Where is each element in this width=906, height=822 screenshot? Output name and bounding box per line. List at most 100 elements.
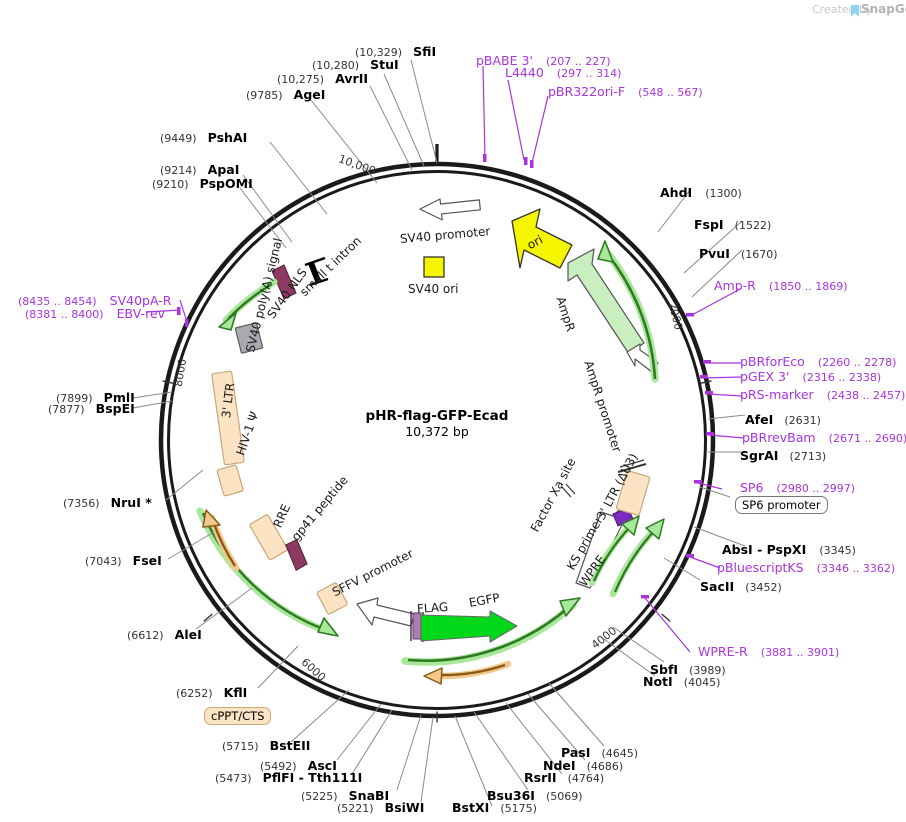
primer-name: pBRrevBam — [742, 430, 816, 445]
enzyme-label-bsiwi: (5221) BsiWI — [337, 799, 424, 815]
feature-bottom-green-arc — [401, 597, 581, 666]
enzyme-pos: (10,329) — [355, 46, 403, 59]
enzyme-pos: (10,275) — [277, 73, 325, 86]
primer-range: (207 .. 227) — [546, 55, 611, 68]
primer-name: L4440 — [505, 65, 544, 80]
enzyme-name: AvrII — [335, 71, 369, 86]
primer-name: Amp-R — [714, 278, 756, 293]
primer-range: (2980 .. 2997) — [776, 482, 856, 495]
primer-name: pRS-marker — [740, 387, 814, 402]
feature-ampr-gene-arc — [597, 240, 659, 383]
enzyme-name: RsrII — [524, 770, 557, 785]
primer-range: (2316 .. 2338) — [802, 371, 882, 384]
enzyme-name: SfiI — [413, 44, 437, 59]
enzyme-name: AgeI — [293, 87, 326, 102]
plasmid-title: pHR-flag-GFP-Ecad — [365, 408, 509, 424]
primer-range: (8435 .. 8454) — [18, 295, 97, 308]
feature-label-flag: FLAG — [416, 599, 449, 616]
enzyme-pos: (6252) — [176, 687, 213, 700]
enzyme-pos: (4645) — [601, 747, 639, 760]
feature-label-sp6-promoter: SP6 promoter — [735, 496, 828, 514]
primer-label-prs-marker: pRS-marker (2438 .. 2457) — [740, 386, 905, 402]
enzyme-label-bsu36i: Bsu36I (5069) — [487, 787, 583, 803]
scale-ticks — [162, 380, 712, 723]
enzyme-leader-lines — [132, 59, 746, 807]
enzyme-pos: (3989) — [689, 664, 726, 677]
enzyme-pos: (1300) — [705, 187, 742, 200]
enzyme-name: PshAI — [207, 130, 248, 145]
feature-small-t-intron-marker — [304, 256, 329, 287]
enzyme-label-sbfi: SbfI (3989) — [650, 661, 726, 677]
enzyme-pos: (10,280) — [312, 59, 360, 72]
enzyme-name: SacII — [700, 579, 735, 594]
enzyme-name: AbsI - PspXI — [722, 542, 807, 557]
enzyme-pos: (4764) — [567, 772, 605, 785]
enzyme-label-bspei: (7877) BspEI — [48, 400, 135, 416]
primer-range: (2438 .. 2457) — [826, 389, 906, 402]
feature-orange-arc-left — [202, 509, 240, 572]
enzyme-label-nrui: (7356) NruI * — [63, 494, 152, 510]
enzyme-label-apai: (9214) ApaI — [160, 161, 239, 177]
enzyme-pos: (5225) — [301, 790, 338, 803]
enzyme-label-afei: AfeI (2631) — [745, 411, 821, 427]
enzyme-name: ApaI — [207, 162, 240, 177]
sp6-promoter-leader — [699, 486, 731, 498]
feature-sv40-ori-box — [423, 256, 445, 278]
enzyme-pos: (4686) — [586, 760, 624, 773]
feature-label-sv40-ori: SV40 ori — [408, 282, 459, 296]
enzyme-label-bstxi: BstXI (5175) — [452, 799, 537, 815]
enzyme-name: FseI — [132, 553, 162, 568]
feature-ori-arrow — [511, 208, 573, 269]
enzyme-name: PmlI — [103, 390, 135, 405]
enzyme-name: AhdI — [660, 185, 693, 200]
enzyme-pos: (7899) — [56, 392, 93, 405]
primer-name: pGEX 3' — [740, 369, 790, 384]
enzyme-pos: (3345) — [819, 544, 856, 557]
enzyme-label-stui: (10,280) StuI — [312, 56, 399, 72]
enzyme-pos: (7043) — [85, 555, 122, 568]
enzyme-label-sfii: (10,329) SfiI — [355, 43, 436, 59]
enzyme-name: PasI — [561, 745, 591, 760]
enzyme-label-fspi: FspI (1522) — [694, 216, 771, 232]
primer-range: (297 .. 314) — [556, 67, 622, 80]
enzyme-label-kfli: (6252) KflI — [176, 684, 247, 700]
enzyme-name: StuI — [370, 57, 399, 72]
enzyme-name: SgrAI — [740, 448, 779, 463]
primer-label-pbr322ori-f: pBR322ori-F (548 .. 567) — [548, 83, 703, 99]
feature-sv40-promoter-arrow — [419, 198, 481, 221]
primer-name: WPRE-R — [698, 644, 748, 659]
enzyme-label-noti: NotI (4045) — [643, 673, 720, 689]
enzyme-name: KflI — [223, 685, 248, 700]
enzyme-name: AfeI — [745, 412, 774, 427]
enzyme-label-bsteii: (5715) BstEII — [222, 737, 310, 753]
primer-range: (2671 .. 2690) — [828, 432, 906, 445]
enzyme-pos: (4045) — [683, 676, 721, 689]
primer-label-ebv-rev: (8381 .. 8400) EBV-rev — [25, 305, 165, 321]
primer-label-amp-r: Amp-R (1850 .. 1869) — [714, 277, 848, 293]
primer-label-pbluescriptks: pBluescriptKS (3346 .. 3362) — [717, 559, 895, 575]
enzyme-pos: (9210) — [152, 178, 189, 191]
enzyme-pos: (6612) — [127, 629, 164, 642]
primer-range: (3881 .. 3901) — [760, 646, 840, 659]
enzyme-label-sgrai: SgrAI (2713) — [740, 447, 826, 463]
feature-hiv1-psi-box — [216, 464, 244, 497]
primer-range: (8381 .. 8400) — [25, 308, 104, 321]
enzyme-label-fsei: (7043) FseI — [85, 552, 162, 568]
enzyme-pos: (1522) — [734, 219, 772, 232]
enzyme-name: PflFI - Tth111I — [262, 770, 363, 785]
enzyme-pos: (5492) — [260, 760, 297, 773]
feature-3ltr-du3-box — [615, 459, 651, 516]
enzyme-name: Bsu36I — [487, 788, 535, 803]
enzyme-label-ahdi: AhdI (1300) — [660, 184, 742, 200]
enzyme-pos: (5175) — [500, 802, 537, 815]
feature-sffv-promoter-arrow — [356, 597, 415, 627]
feature-egfp-arrow — [420, 610, 518, 643]
primer-name: pBR322ori-F — [548, 84, 626, 99]
primer-name: pBluescriptKS — [717, 560, 804, 575]
primer-label-pbrrevbam: pBRrevBam (2671 .. 2690) — [742, 429, 906, 445]
enzyme-name: AleI — [174, 627, 202, 642]
feature-3ltr-left-box — [211, 370, 245, 466]
enzyme-label-sacii: SacII (3452) — [700, 578, 782, 594]
